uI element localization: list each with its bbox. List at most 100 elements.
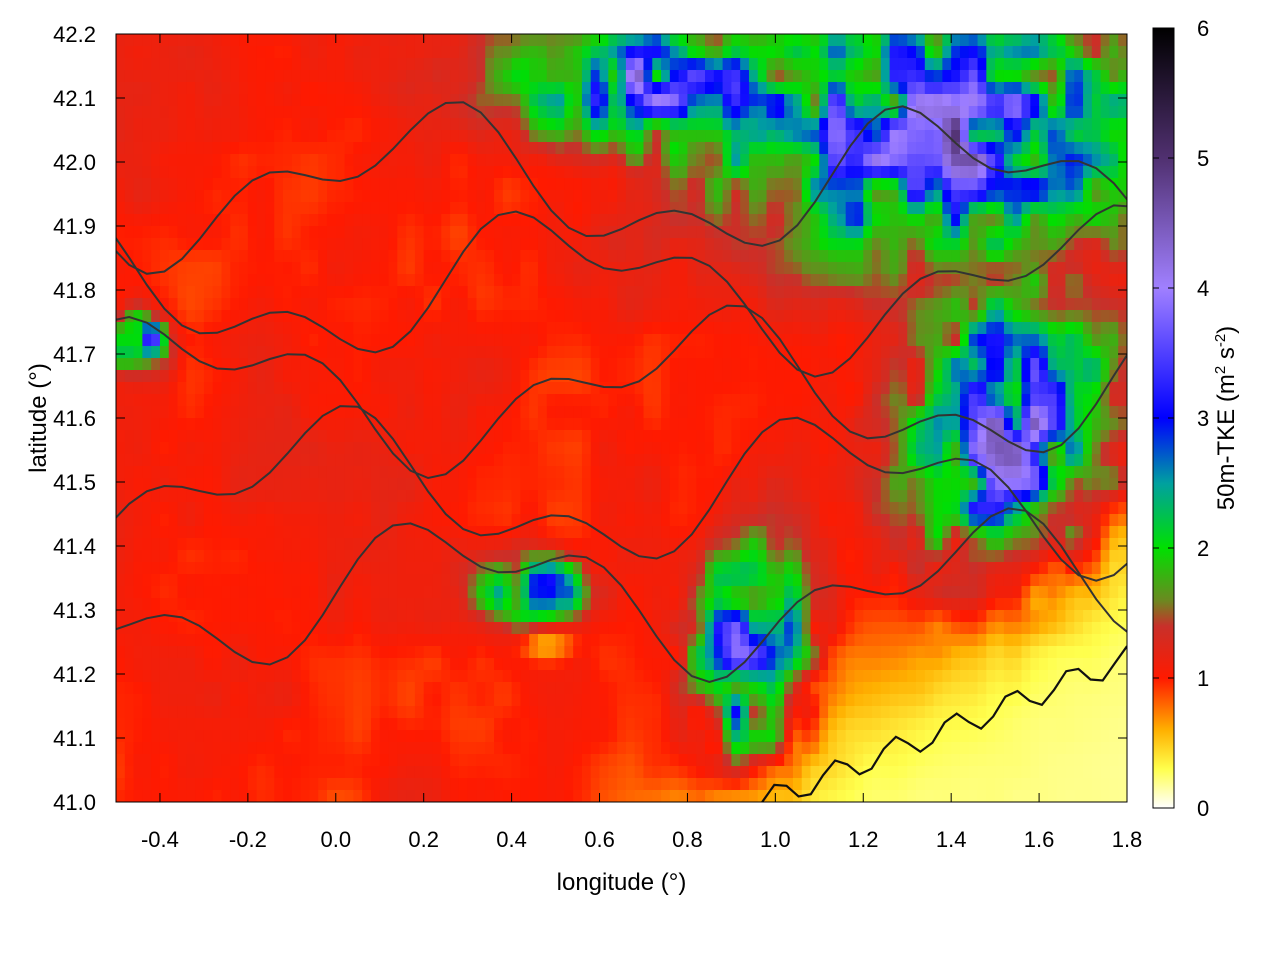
heatmap-cell-3621 [608, 406, 618, 419]
heatmap-cell-299 [722, 58, 732, 71]
heatmap-cell-1306 [476, 166, 486, 179]
heatmap-cell-1044 [195, 142, 205, 155]
heatmap-cell-4167 [353, 466, 363, 479]
heatmap-cell-4526 [476, 502, 486, 515]
heatmap-cell-3784 [1030, 418, 1040, 431]
heatmap-cell-1512 [265, 190, 275, 203]
heatmap-cell-3451 [124, 394, 135, 407]
heatmap-cell-4763 [537, 526, 548, 539]
heatmap-cell-1687 [792, 202, 803, 215]
heatmap-cell-1918 [801, 226, 812, 239]
heatmap-cell-3824 [370, 430, 381, 443]
heatmap-cell-526 [696, 82, 706, 95]
heatmap-cell-3733 [581, 418, 592, 431]
heatmap-cell-2897 [309, 334, 319, 347]
heatmap-cell-4540 [599, 502, 609, 515]
heatmap-cell-2120 [555, 250, 565, 263]
heatmap-cell-4620 [291, 514, 302, 527]
heatmap-cell-3113 [186, 358, 196, 371]
heatmap-cell-110 [1083, 34, 1093, 47]
heatmap-cell-728 [450, 106, 460, 119]
heatmap-cell-1237 [880, 154, 891, 167]
heatmap-cell-1472 [924, 178, 935, 191]
heatmap-cell-1058 [318, 142, 328, 155]
heatmap-cell-2241 [608, 262, 618, 275]
heatmap-cell-2255 [731, 262, 741, 275]
heatmap-cell-2180 [1083, 250, 1093, 263]
heatmap-cell-1491 [1091, 178, 1102, 191]
heatmap-cell-2307 [177, 274, 187, 287]
heatmap-cell-3821 [344, 430, 354, 443]
heatmap-cell-2579 [546, 298, 557, 311]
heatmap-cell-1801 [784, 214, 794, 227]
heatmap-cell-2688 [494, 310, 504, 323]
heatmap-cell-3474 [326, 394, 337, 407]
heatmap-cell-563 [1021, 82, 1031, 95]
heatmap-cell-3307 [880, 370, 891, 383]
heatmap-cell-3197 [924, 358, 935, 371]
heatmap-cell-3527 [792, 394, 803, 407]
heatmap-cell-1101 [696, 142, 706, 155]
heatmap-cell-2989 [1118, 334, 1127, 347]
heatmap-cell-2164 [942, 250, 952, 263]
heatmap-cell-4055 [379, 454, 390, 467]
heatmap-cell-1375 [1083, 166, 1093, 179]
heatmap-cell-831 [344, 118, 354, 131]
heatmap-cell-3465 [247, 394, 258, 407]
heatmap-cell-2083 [230, 250, 240, 263]
heatmap-cell-3624 [634, 406, 645, 419]
heatmap-cell-4126 [1003, 454, 1014, 467]
heatmap-cell-512 [573, 82, 583, 95]
heatmap-cell-3123 [274, 358, 284, 371]
heatmap-cell-685 [1083, 94, 1093, 107]
heatmap-cell-4001 [916, 442, 926, 455]
heatmap-cell-874 [722, 118, 732, 131]
heatmap-cell-549 [898, 82, 908, 95]
heatmap-cell-3265 [511, 370, 521, 383]
heatmap-cell-4087 [661, 454, 671, 467]
heatmap-cell-2519 [1030, 286, 1040, 299]
heatmap-cell-2482 [705, 286, 715, 299]
heatmap-cell-1636 [344, 202, 354, 215]
heatmap-cell-1650 [467, 202, 478, 215]
heatmap-cell-997 [792, 130, 803, 143]
heatmap-cell-1959 [151, 238, 161, 251]
heatmap-cell-383 [450, 70, 460, 83]
heatmap-cell-3195 [907, 358, 917, 371]
heatmap-cell-57 [617, 34, 627, 47]
heatmap-cell-2033 [801, 238, 812, 251]
heatmap-cell-4085 [643, 454, 653, 467]
heatmap-cell-1387 [177, 178, 187, 191]
heatmap-cell-1677 [705, 202, 715, 215]
heatmap-cell-660 [863, 94, 873, 107]
heatmap-cell-3767 [880, 418, 891, 431]
heatmap-cell-2758 [1109, 310, 1119, 323]
heatmap-cell-3680 [116, 418, 126, 431]
heatmap-cell-788 [977, 106, 987, 119]
heatmap-cell-1380 [116, 178, 126, 191]
heatmap-cell-846 [476, 118, 486, 131]
heatmap-cell-4799 [854, 526, 864, 539]
heatmap-cell-3949 [458, 442, 469, 455]
heatmap-cell-2627 [968, 298, 979, 311]
heatmap-cell-564 [1030, 82, 1040, 95]
heatmap-cell-1767 [485, 214, 495, 227]
heatmap-cell-4288 [406, 478, 416, 491]
heatmap-cell-3896 [1003, 430, 1014, 443]
heatmap-cell-4366 [1091, 478, 1102, 491]
heatmap-cell-4297 [485, 478, 495, 491]
heatmap-cell-2710 [687, 310, 697, 323]
heatmap-cell-618 [494, 94, 504, 107]
heatmap-cell-3142 [441, 358, 451, 371]
heatmap-cell-3080 [907, 346, 917, 359]
heatmap-cell-3834 [458, 430, 469, 443]
heatmap-cell-71 [740, 34, 750, 47]
heatmap-cell-2115 [511, 250, 521, 263]
heatmap-cell-579 [151, 94, 161, 107]
heatmap-cell-51 [564, 34, 574, 47]
heatmap-cell-1638 [362, 202, 372, 215]
heatmap-cell-3689 [195, 418, 205, 431]
heatmap-cell-4294 [458, 478, 469, 491]
heatmap-cell-2089 [283, 250, 293, 263]
heatmap-cell-2552 [309, 298, 319, 311]
